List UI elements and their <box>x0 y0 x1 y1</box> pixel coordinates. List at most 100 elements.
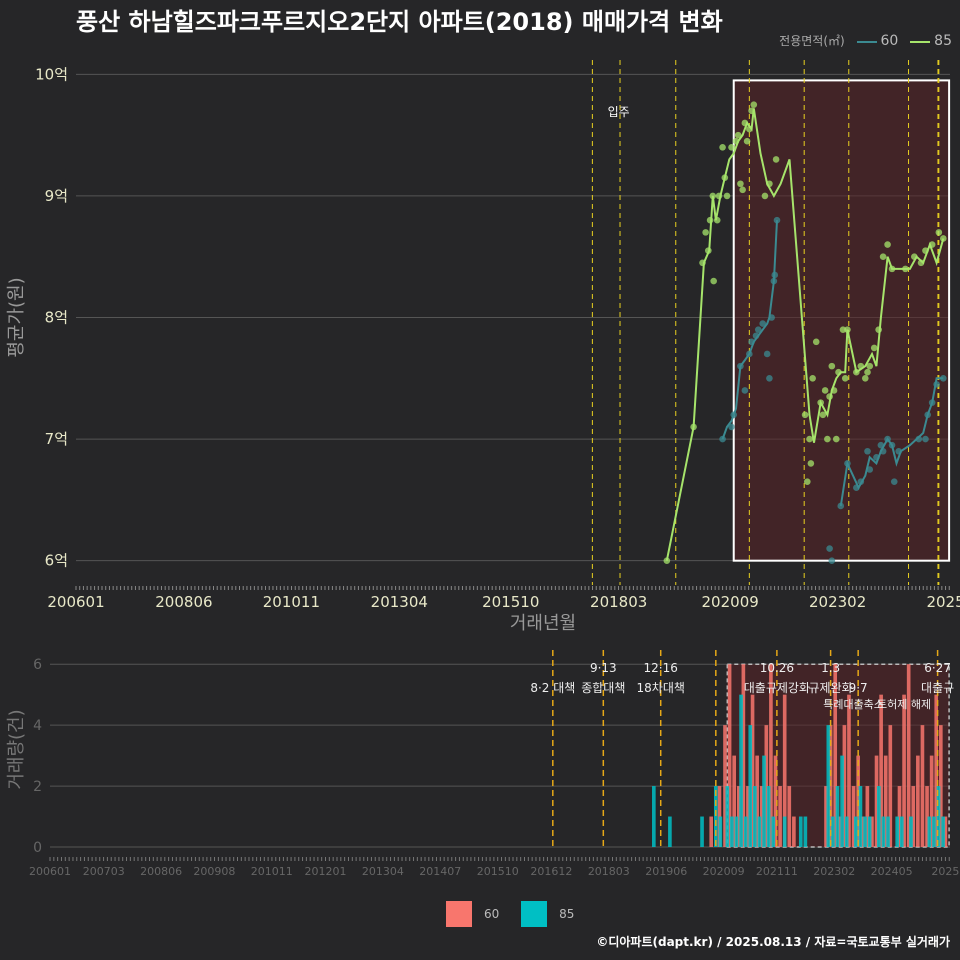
bar-85 <box>863 816 867 847</box>
data-point-85 <box>699 259 706 267</box>
y-axis-title: 거래량(건) <box>6 709 27 789</box>
data-point-85 <box>830 387 838 394</box>
x-tick-label: 201612 <box>530 865 572 878</box>
legend-swatch-85 <box>910 40 931 43</box>
legend-bottom-label-60: 60 <box>484 906 500 921</box>
y-tick-label: 6 <box>33 657 42 673</box>
bar-60 <box>888 725 893 847</box>
bar-60 <box>847 694 851 847</box>
legend-label-85: 85 <box>934 33 952 49</box>
bar-60 <box>911 786 916 847</box>
bar-85 <box>927 816 932 847</box>
data-point-60 <box>884 435 891 443</box>
bar-85 <box>840 755 844 847</box>
data-point-85 <box>917 259 925 267</box>
y-tick-label: 4 <box>33 718 42 734</box>
bar-85 <box>826 725 831 847</box>
bar-60 <box>727 664 732 847</box>
data-point-85 <box>713 216 721 224</box>
bar-85 <box>877 786 881 847</box>
data-point-85 <box>741 119 749 127</box>
data-point-85 <box>884 241 891 248</box>
bar-85 <box>835 786 840 847</box>
bar-60 <box>902 694 906 847</box>
bar-60 <box>773 755 778 847</box>
bar-60 <box>897 786 902 847</box>
bar-60 <box>764 725 769 847</box>
data-point-60 <box>890 478 898 485</box>
legend-box-85 <box>521 901 548 927</box>
data-point-85 <box>734 131 742 139</box>
data-point-85 <box>879 253 887 261</box>
data-point-60 <box>866 466 874 473</box>
bar-85 <box>867 816 872 847</box>
x-tick-label: 201304 <box>362 865 404 878</box>
policy-label: 종합대책 <box>581 680 625 695</box>
data-point-85 <box>801 411 809 419</box>
x-tick-label: 201803 <box>590 593 647 611</box>
data-point-85 <box>875 326 882 333</box>
bar-85 <box>932 816 936 847</box>
policy-label: 토허제 해제 <box>877 697 931 711</box>
bar-85 <box>831 816 835 847</box>
bar-60 <box>736 786 741 847</box>
bar-60 <box>874 755 879 847</box>
policy-label: 9·7 <box>849 681 868 695</box>
data-point-60 <box>766 374 773 382</box>
data-point-85 <box>857 362 865 370</box>
data-point-85 <box>710 277 717 285</box>
bar-60 <box>750 694 755 847</box>
data-point-60 <box>719 435 726 443</box>
data-point-60 <box>877 441 885 449</box>
bar-60 <box>925 786 929 847</box>
legend-top: 전용면적(㎡) 60 85 <box>779 32 952 49</box>
bar-60 <box>759 786 764 847</box>
x-axis-title: 거래년월 <box>510 613 576 634</box>
bar-85 <box>941 816 945 847</box>
data-point-60 <box>728 423 735 431</box>
y-tick-label: 10억 <box>35 65 68 83</box>
policy-label: 대출규제강화 <box>744 681 810 695</box>
legend-title: 전용면적(㎡) <box>779 34 845 48</box>
bar-60 <box>943 816 948 847</box>
data-point-85 <box>663 557 671 564</box>
data-point-85 <box>719 143 726 151</box>
bar-85 <box>895 816 900 847</box>
x-tick-label: 202302 <box>809 593 866 611</box>
data-point-85 <box>807 460 815 467</box>
bar-60 <box>916 755 920 847</box>
data-point-60 <box>895 447 903 455</box>
bar-60 <box>787 786 792 847</box>
data-point-60 <box>730 411 738 419</box>
highlight-region <box>732 79 951 562</box>
price-chart: 6억 7억 8억 9억 10억 200601 200806 201011 201304 20151… <box>6 60 960 634</box>
bar-60 <box>746 786 750 847</box>
bar-85 <box>803 816 808 847</box>
bar-85 <box>753 786 757 847</box>
bar-60 <box>741 664 746 847</box>
data-point-85 <box>935 229 943 236</box>
bar-85 <box>909 816 913 847</box>
data-point-60 <box>844 460 851 467</box>
bar-85 <box>757 816 762 847</box>
x-tick-label: 200908 <box>193 865 235 878</box>
data-point-85 <box>702 229 709 236</box>
x-tick-label: 200806 <box>140 865 182 878</box>
data-point-85 <box>911 253 918 261</box>
data-point-60 <box>940 374 947 382</box>
legend-box-60 <box>446 901 472 927</box>
data-point-85 <box>690 423 697 431</box>
x-tick-label: 200601 <box>29 865 71 878</box>
x-tick-label: 201510 <box>482 593 539 611</box>
bar-85 <box>713 786 718 847</box>
data-point-85 <box>709 192 717 200</box>
data-point-85 <box>866 362 874 370</box>
data-point-60 <box>771 271 779 279</box>
data-point-85 <box>728 143 735 151</box>
data-point-85 <box>940 235 947 242</box>
data-point-85 <box>809 374 816 382</box>
policy-label: 특례대출축소 <box>823 698 884 711</box>
data-point-60 <box>763 350 771 358</box>
bar-60 <box>833 664 838 847</box>
data-point-60 <box>759 320 767 327</box>
